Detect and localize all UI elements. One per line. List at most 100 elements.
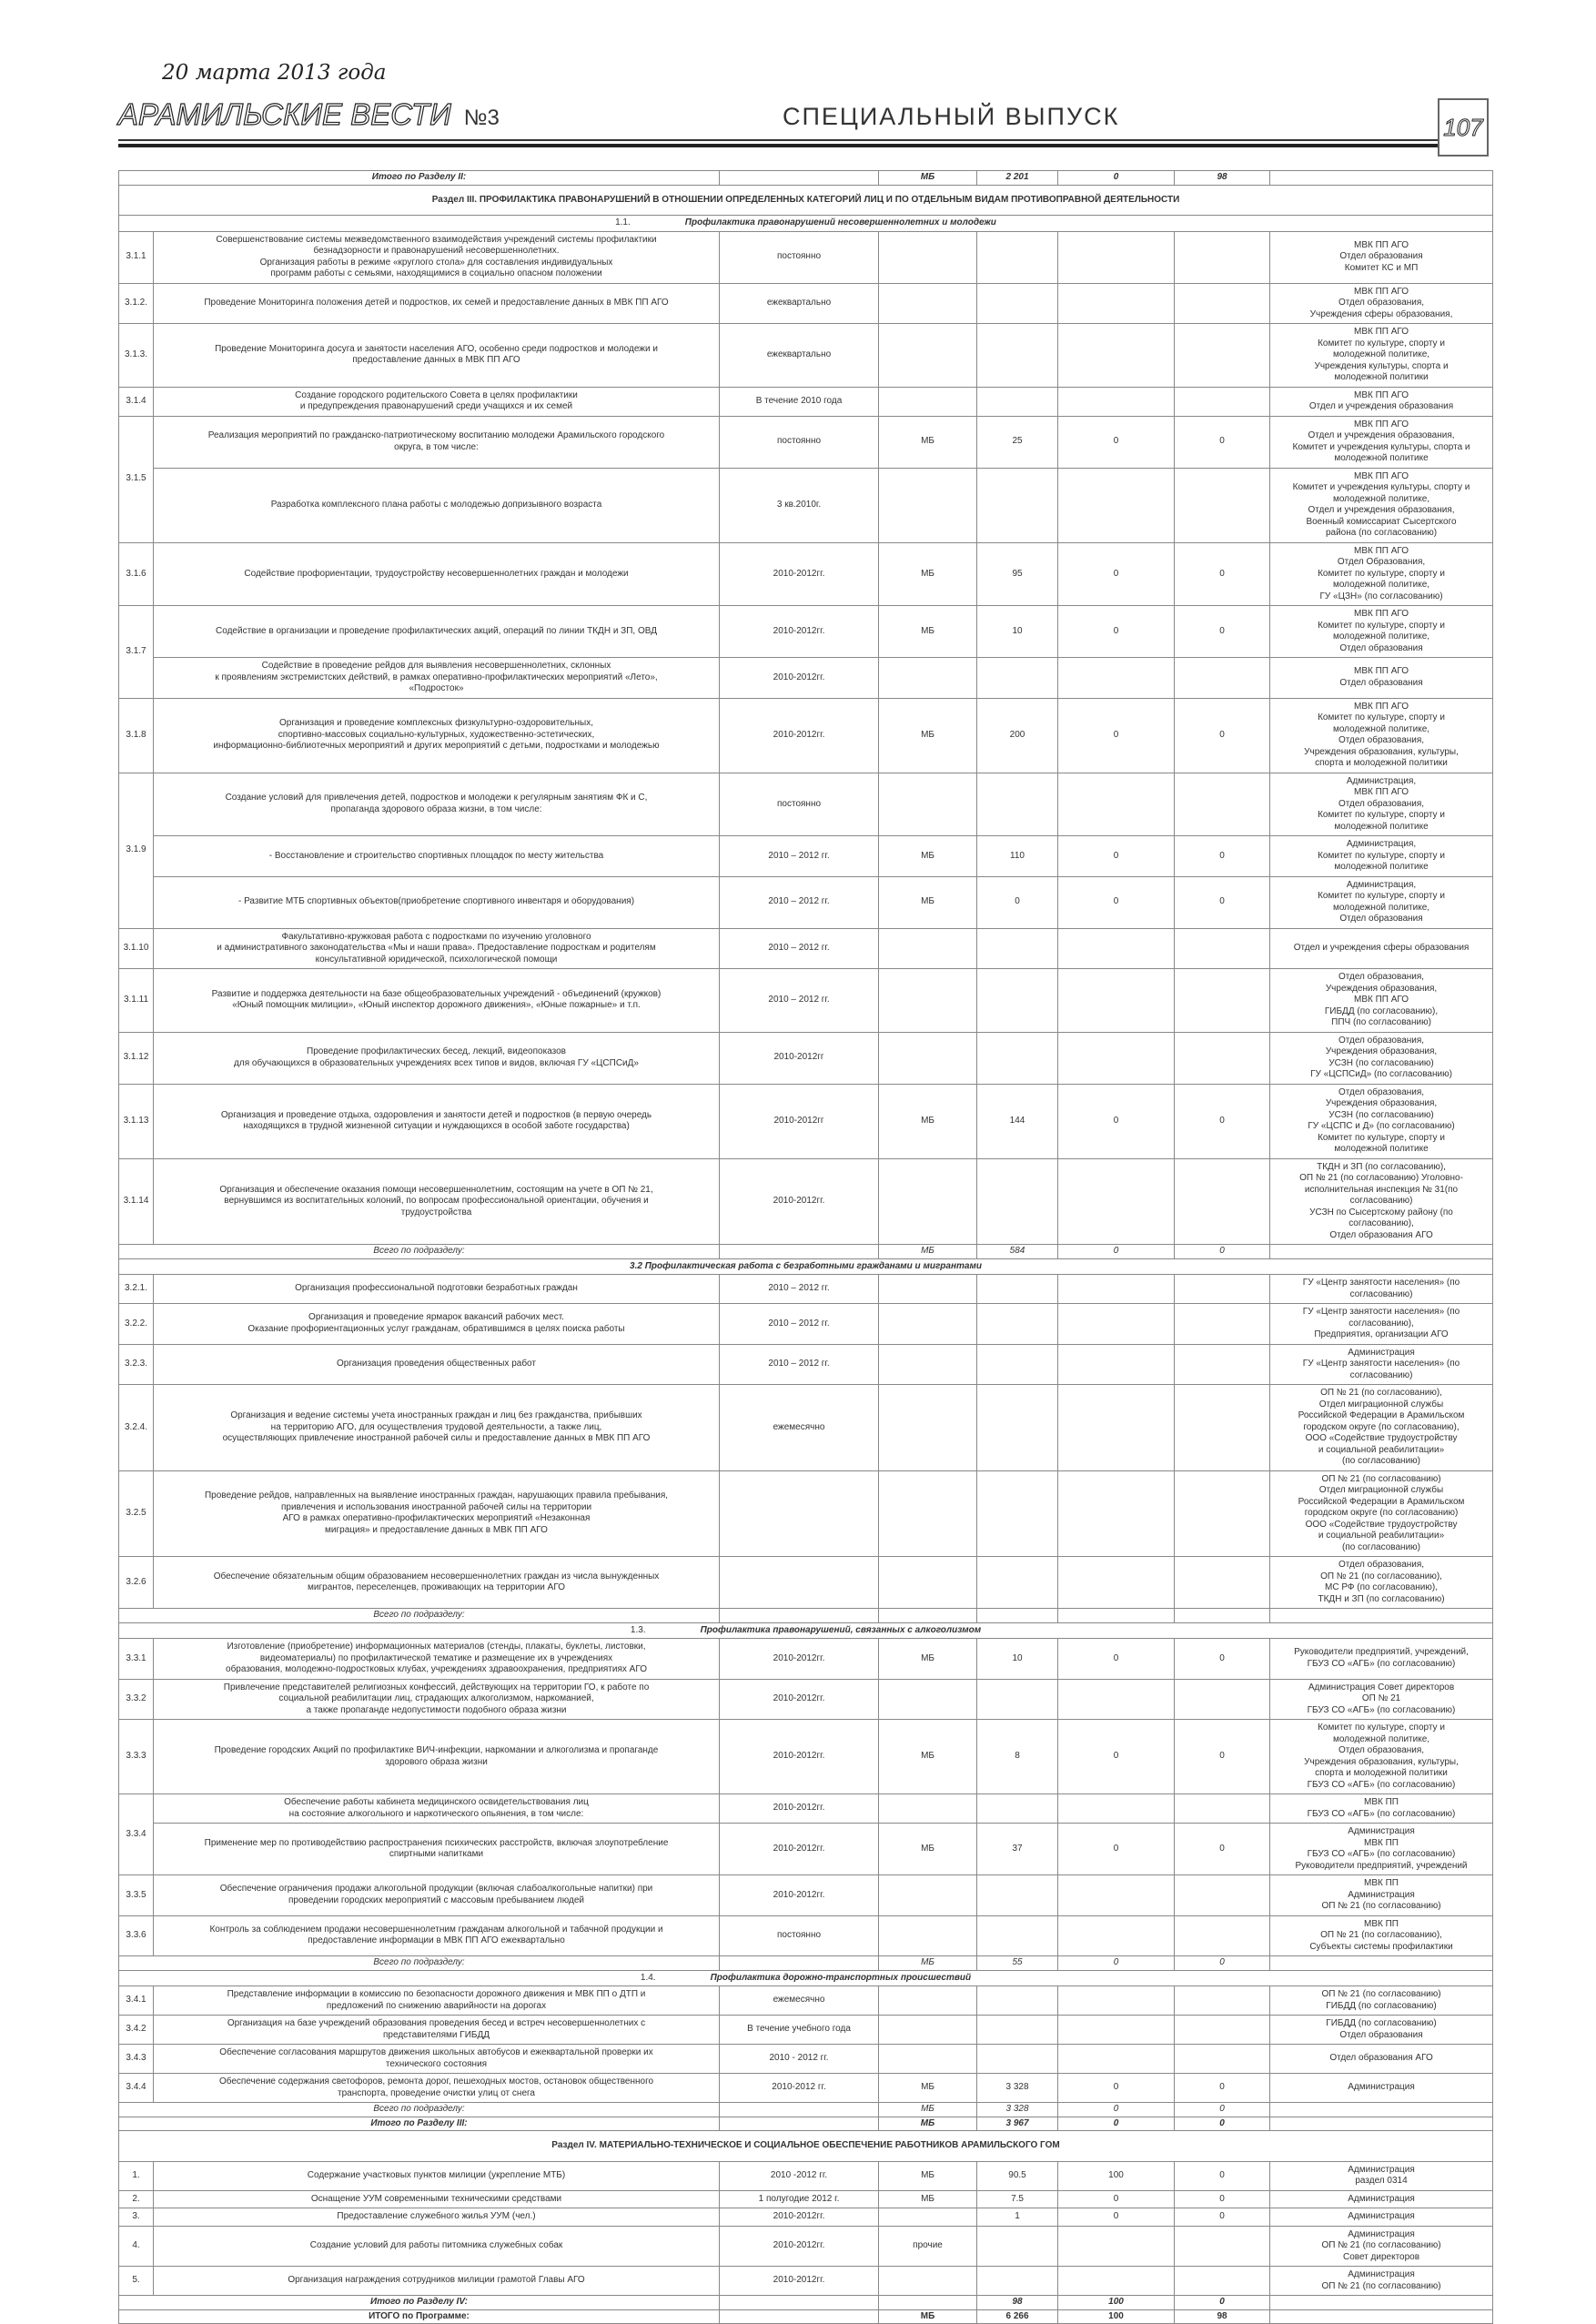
responsible-executors: Отдел и учреждения сферы образования [1269, 927, 1494, 969]
newspaper-masthead: АРАМИЛЬСКИЕ ВЕСТИ [117, 96, 451, 131]
table-row: Применение мер по противодействию распро… [119, 1823, 1494, 1875]
funding-source: МБ [878, 1244, 978, 1259]
responsible-executors: МВК ПП АГО Отдел и учреждения образовани… [1269, 386, 1494, 417]
amount-2010: 1 [976, 2208, 1059, 2227]
activity-description: Развитие и поддержка деятельности на баз… [152, 968, 721, 1033]
amount-2012: 0 [1174, 835, 1271, 877]
period: В течение 2010 года [719, 386, 880, 417]
section-title: СПЕЦИАЛЬНЫЙ ВЫПУСК [783, 103, 1120, 130]
responsible-executors: МВК ПП АГО Комитет и учреждения культуры… [1269, 467, 1494, 543]
table-row: 3.1.11 Развитие и поддержка деятельности … [118, 968, 1494, 1033]
responsible-executors: МВК ПП ОП № 21 (по согласованию), Субъек… [1269, 1915, 1494, 1956]
responsible-executors: Администрация МВК ПП ГБУЗ СО «АГБ» (по с… [1269, 1823, 1494, 1875]
period-cell [719, 1955, 880, 1971]
activity-description: Представление информации в комиссию по б… [152, 1986, 721, 2016]
amount-2010: 95 [976, 541, 1059, 606]
amount-2010 [976, 2015, 1059, 2045]
item-number: 3.3.5 [118, 1874, 154, 1916]
amount-2011 [1057, 1384, 1176, 1471]
table-row: 4. Создание условий для работы питомника … [118, 2225, 1494, 2267]
funding-source [878, 1915, 978, 1956]
responsible-executors: ГУ «Центр занятости населения» (по согла… [1269, 1274, 1494, 1304]
funding-source: МБ [878, 2073, 978, 2103]
amount-2012 [1174, 1384, 1271, 1471]
amount-2010 [976, 282, 1059, 324]
amount-2012 [1174, 1678, 1271, 1720]
table-row: 3.3.4 Обеспечение работы кабинета медицин… [118, 1794, 1494, 1875]
activity-description: Реализация мероприятий по гражданско-пат… [152, 415, 721, 469]
amount-2010: 200 [976, 697, 1059, 773]
period-cell [719, 1608, 880, 1623]
amount-2012 [1174, 282, 1271, 324]
amount-2011 [1057, 1678, 1176, 1720]
amount-2012: 0 [1174, 1719, 1271, 1794]
responsible-executors: МВК ПП Администрация ОП № 21 (по согласо… [1269, 1874, 1494, 1916]
funding-source [878, 1470, 978, 1557]
amount-2010: 3 967 [976, 2116, 1059, 2131]
period: 2010-2012гг. [719, 541, 880, 606]
amount-2012 [1174, 230, 1271, 284]
table-row: 3.1.13 Организация и проведение отдыха, о… [118, 1083, 1494, 1159]
amount-2012 [1174, 927, 1271, 969]
table-row: - Восстановление и строительство спортив… [119, 835, 1494, 877]
period: 2010-2012гг [719, 1083, 880, 1159]
amount-2011: 0 [1057, 1083, 1176, 1159]
period: 2010-2012 гг. [719, 2073, 880, 2103]
responsible-executors: Администрация, Комитет по культуре, спор… [1269, 875, 1494, 929]
funding-source [878, 2266, 978, 2296]
item-number: 3.1.7 [118, 605, 154, 699]
total-row: Итого по Разделу II: МБ 2 201 0 98 [117, 170, 1494, 186]
period: 2010 – 2012 гг. [719, 1303, 880, 1345]
amount-2012 [1174, 1986, 1271, 2016]
table-row: 3.3.6 Контроль за соблюдением продажи нес… [118, 1915, 1494, 1956]
funding-source [878, 772, 978, 836]
amount-2010 [976, 1874, 1059, 1916]
item-number: 3.2.6 [118, 1556, 154, 1609]
activity-description: Проведение Мониторинга положения детей и… [152, 282, 721, 324]
table-row: 3.1.6 Содействие профориентации, трудоуст… [118, 541, 1494, 606]
amount-2010 [976, 1274, 1059, 1304]
period: 2010-2012гг. [719, 1874, 880, 1916]
amount-2011 [1057, 1556, 1176, 1609]
period: 2010-2012гг. [719, 1794, 880, 1824]
item-number: 3.4.1 [118, 1986, 154, 2016]
amount-2011 [1057, 1303, 1176, 1345]
period-cell [719, 2116, 880, 2131]
total-label: Всего по подразделу: [117, 1608, 721, 1623]
amount-2011 [1057, 1915, 1176, 1956]
amount-2012 [1174, 2044, 1271, 2074]
item-number: 3.4.3 [118, 2044, 154, 2074]
amount-2010 [976, 1794, 1059, 1824]
amount-2010 [976, 2225, 1059, 2267]
amount-2010: 7.5 [976, 2189, 1059, 2208]
item-number: 3.1.6 [118, 541, 154, 606]
responsible-executors: Отдел образования, Учреждения образовани… [1269, 968, 1494, 1033]
subsection-title: Профилактика правонарушений, связанных с… [700, 1624, 982, 1635]
activity-description: Применение мер по противодействию распро… [152, 1823, 721, 1875]
amount-2010 [976, 1678, 1059, 1720]
item-number: 3.1.13 [118, 1083, 154, 1159]
period: постоянно [719, 415, 880, 469]
amount-2011 [1057, 230, 1176, 284]
total-label: Всего по подразделу: [117, 2102, 721, 2117]
period: 2010 - 2012 гг. [719, 2044, 880, 2074]
funding-source: МБ [878, 835, 978, 877]
responsible-executors: МВК ПП АГО Отдел образования [1269, 657, 1494, 699]
amount-2012 [1174, 1157, 1271, 1245]
activity-description: Привлечение представителей религиозных к… [152, 1678, 721, 1720]
funding-source [878, 1303, 978, 1345]
amount-2010: 6 266 [976, 2309, 1059, 2324]
amount-2011: 0 [1057, 1823, 1176, 1875]
item-number: 3.2.5 [118, 1470, 154, 1557]
period: 3 кв.2010г. [719, 467, 880, 543]
table-row: 3.3.5 Обеспечение ограничения продажи алк… [118, 1874, 1494, 1916]
issue-date: 20 марта 2013 года [162, 61, 387, 85]
period: 2010 – 2012 гг. [719, 927, 880, 969]
activity-description: Организация и проведение комплексных физ… [152, 697, 721, 773]
amount-2010 [976, 1608, 1059, 1623]
total-label: Всего по подразделу: [117, 1955, 721, 1971]
activity-description: Организация профессиональной подготовки … [152, 1274, 721, 1304]
funding-source [878, 323, 978, 388]
responsible-executors: ТКДН и ЗП (по согласованию), ОП № 21 (по… [1269, 1157, 1494, 1245]
funding-source: МБ [878, 2160, 978, 2191]
